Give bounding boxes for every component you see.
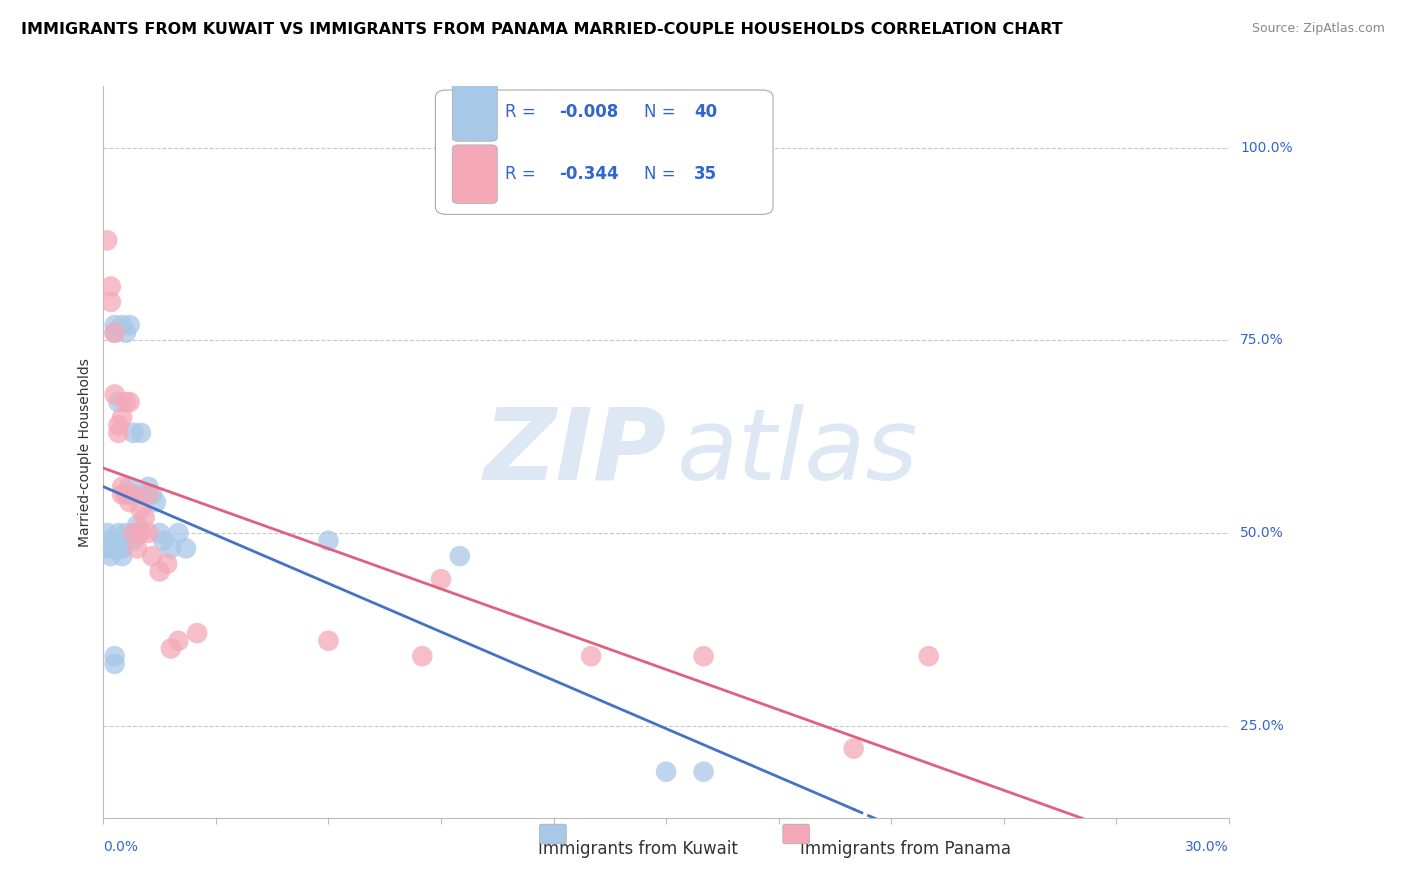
Y-axis label: Married-couple Households: Married-couple Households [79,358,93,547]
Point [138,487,160,501]
Text: 40: 40 [695,103,717,121]
Point [692,649,714,664]
Point [842,741,865,756]
Point [100,549,122,563]
Point [107,425,129,440]
Point [149,565,172,579]
Point [149,526,172,541]
Point [918,649,941,664]
Point [186,626,208,640]
Point [104,318,127,332]
Text: 50.0%: 50.0% [1240,526,1284,540]
Point [167,526,190,541]
Point [104,649,127,664]
Point [122,425,145,440]
Point [134,487,156,501]
Text: -0.344: -0.344 [560,165,619,183]
Point [411,649,433,664]
Point [100,541,122,556]
Point [129,526,152,541]
Point [141,487,163,501]
Point [111,410,134,425]
Point [118,318,141,332]
Point [160,541,183,556]
Point [104,657,127,671]
Point [115,526,138,541]
Text: 30.0%: 30.0% [1185,840,1229,855]
Point [100,279,122,293]
Point [107,541,129,556]
Point [579,649,602,664]
FancyBboxPatch shape [453,83,498,141]
Point [111,480,134,494]
Point [107,395,129,409]
Text: 100.0%: 100.0% [1240,141,1292,155]
Point [118,487,141,501]
Point [96,526,118,541]
Point [127,518,149,533]
Text: N =: N = [644,165,681,183]
Point [127,541,149,556]
Text: ZIP: ZIP [484,404,666,500]
Text: Immigrants from Panama: Immigrants from Panama [800,840,1011,858]
Point [111,541,134,556]
Text: 25.0%: 25.0% [1240,719,1284,732]
Point [318,533,340,548]
Point [111,487,134,501]
Point [118,395,141,409]
Point [655,764,678,779]
Point [174,541,197,556]
Point [111,533,134,548]
Point [160,641,183,656]
Point [127,526,149,541]
Point [167,633,190,648]
Text: IMMIGRANTS FROM KUWAIT VS IMMIGRANTS FROM PANAMA MARRIED-COUPLE HOUSEHOLDS CORRE: IMMIGRANTS FROM KUWAIT VS IMMIGRANTS FRO… [21,22,1063,37]
Point [107,533,129,548]
Point [100,295,122,310]
Point [141,549,163,563]
Point [129,503,152,517]
Point [122,487,145,501]
Point [138,526,160,541]
Point [129,425,152,440]
Point [96,541,118,556]
Text: atlas: atlas [678,404,920,500]
Point [115,326,138,340]
Text: 35: 35 [695,165,717,183]
Point [156,557,179,571]
Point [107,526,129,541]
Point [692,764,714,779]
Text: Immigrants from Kuwait: Immigrants from Kuwait [538,840,738,858]
Point [104,326,127,340]
Point [152,533,174,548]
Text: R =: R = [505,165,541,183]
FancyBboxPatch shape [453,145,498,203]
Point [318,633,340,648]
Point [145,495,167,509]
Point [138,480,160,494]
Point [122,526,145,541]
Point [115,487,138,501]
Point [104,387,127,401]
Point [449,549,471,563]
FancyBboxPatch shape [436,90,773,214]
Text: Source: ZipAtlas.com: Source: ZipAtlas.com [1251,22,1385,36]
Point [96,233,118,247]
Text: -0.008: -0.008 [560,103,619,121]
Point [111,318,134,332]
Point [115,395,138,409]
Point [111,549,134,563]
Point [96,533,118,548]
Point [104,326,127,340]
Point [430,572,453,586]
Text: 75.0%: 75.0% [1240,334,1284,348]
Point [122,533,145,548]
Text: R =: R = [505,103,541,121]
Point [118,480,141,494]
Point [134,510,156,524]
Text: N =: N = [644,103,681,121]
Point [107,418,129,433]
Point [118,495,141,509]
Text: 0.0%: 0.0% [104,840,138,855]
